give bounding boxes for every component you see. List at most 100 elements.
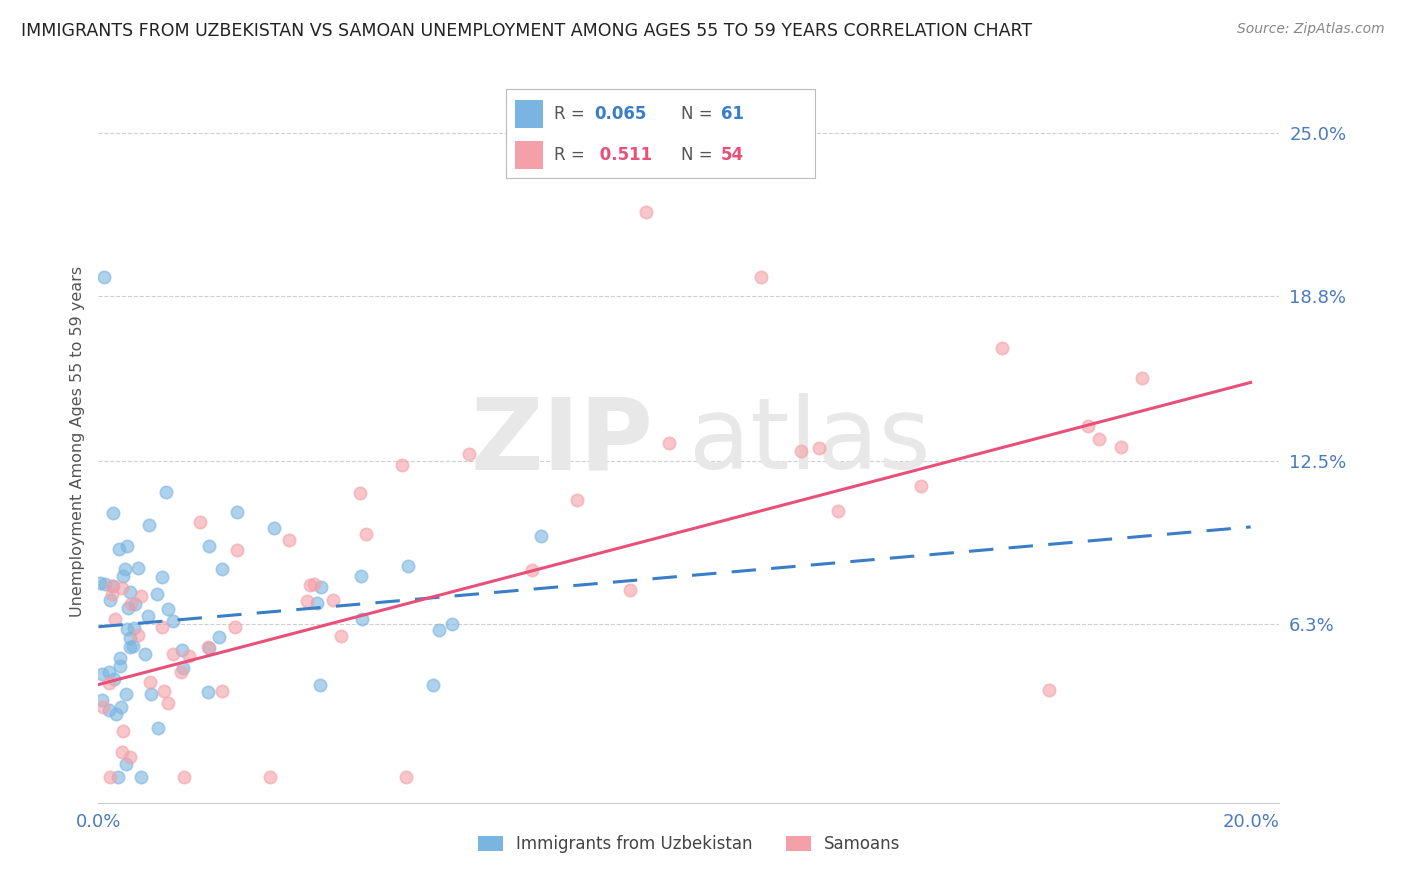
Bar (516, 141, 543, 169)
Point (991, 341, 1014, 355)
Point (150, 620, 173, 634)
Point (789, 444, 811, 458)
Point (129, 589, 152, 603)
Point (197, 685, 219, 699)
Point (98, 665, 121, 679)
Point (1130, 371, 1153, 385)
Text: 61: 61 (721, 105, 744, 123)
Point (108, 659, 131, 673)
Point (349, 486, 371, 500)
Point (136, 608, 159, 623)
Point (100, 593, 122, 607)
Point (807, 442, 830, 456)
Point (179, 648, 201, 663)
Point (457, 447, 479, 461)
Point (146, 722, 169, 736)
Text: 0.065: 0.065 (595, 105, 647, 123)
Point (108, 542, 131, 557)
Point (298, 578, 321, 592)
Point (115, 539, 138, 553)
Point (1109, 440, 1132, 454)
Point (101, 587, 124, 601)
Point (311, 580, 333, 594)
Point (97, 676, 120, 690)
Point (391, 458, 413, 472)
Point (90, 693, 112, 707)
Point (121, 639, 143, 653)
Point (101, 579, 124, 593)
Point (162, 647, 184, 661)
Point (208, 630, 231, 644)
Point (440, 617, 463, 632)
Point (395, 770, 418, 784)
Text: ZIP: ZIP (471, 393, 654, 490)
Point (157, 696, 180, 710)
Point (115, 688, 138, 702)
Point (226, 543, 249, 558)
Point (114, 562, 136, 576)
Point (139, 674, 162, 689)
Point (120, 640, 142, 655)
Y-axis label: Unemployment Among Ages 55 to 59 years: Unemployment Among Ages 55 to 59 years (69, 266, 84, 617)
Point (619, 582, 641, 597)
Point (827, 504, 849, 518)
Point (153, 684, 176, 698)
Point (198, 641, 221, 656)
Point (225, 504, 247, 518)
Point (90, 667, 112, 681)
Text: R =: R = (554, 146, 591, 164)
Point (101, 506, 124, 520)
Point (520, 563, 543, 577)
Point (127, 561, 149, 575)
Point (122, 621, 145, 635)
Point (198, 539, 221, 553)
Point (129, 770, 152, 784)
Point (139, 687, 162, 701)
Point (530, 529, 553, 543)
Text: Source: ZipAtlas.com: Source: ZipAtlas.com (1237, 22, 1385, 37)
Point (103, 672, 125, 686)
Point (104, 612, 127, 626)
Point (89, 575, 111, 590)
Point (329, 628, 352, 642)
Point (98, 703, 121, 717)
Legend: Immigrants from Uzbekistan, Samoans: Immigrants from Uzbekistan, Samoans (471, 828, 907, 860)
Bar (516, 100, 543, 128)
Point (91, 699, 114, 714)
Point (173, 770, 195, 784)
Point (1038, 682, 1060, 697)
Point (117, 601, 139, 615)
Point (172, 643, 194, 657)
Point (634, 204, 657, 219)
Point (115, 757, 138, 772)
Point (118, 750, 141, 764)
Point (910, 479, 932, 493)
Point (224, 620, 246, 634)
Point (103, 579, 125, 593)
Point (1088, 432, 1111, 446)
Point (94, 576, 117, 591)
Point (124, 597, 146, 611)
Point (322, 593, 344, 607)
Point (112, 723, 135, 738)
Point (111, 745, 134, 759)
Point (1077, 419, 1099, 434)
Point (658, 436, 681, 450)
Point (110, 700, 132, 714)
Text: N =: N = (681, 105, 718, 123)
Point (170, 665, 193, 680)
Text: N =: N = (681, 146, 718, 164)
Point (104, 706, 127, 721)
Point (259, 770, 281, 784)
Point (350, 612, 373, 626)
Point (211, 562, 233, 576)
Point (157, 602, 180, 616)
Point (111, 581, 134, 595)
Point (308, 678, 330, 692)
Point (197, 640, 219, 655)
Point (120, 631, 142, 645)
Point (295, 594, 318, 608)
Point (98, 770, 121, 784)
Point (146, 587, 169, 601)
Point (278, 533, 301, 547)
